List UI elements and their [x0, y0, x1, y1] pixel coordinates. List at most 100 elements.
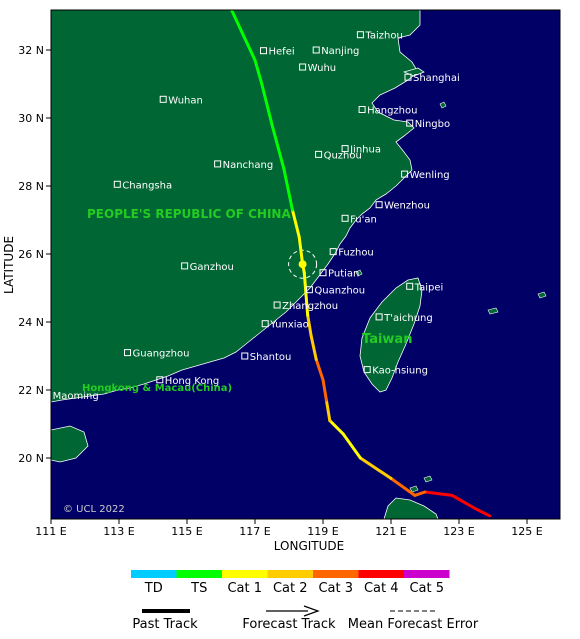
track-segment — [358, 456, 393, 480]
city-label: Quanzhou — [314, 286, 365, 297]
city-marker — [315, 150, 323, 158]
y-tick-label: 24 N — [18, 316, 44, 329]
small-island — [537, 291, 547, 299]
city-label: Hong Kong — [165, 376, 219, 387]
x-tick-label: 121 E — [375, 525, 406, 538]
small-island — [409, 485, 419, 493]
city-marker — [260, 47, 267, 55]
track-segment — [474, 507, 492, 518]
city-marker — [241, 352, 249, 360]
y-tick-label: 20 N — [18, 452, 44, 465]
city-label: Nanchang — [223, 160, 274, 171]
current-position-marker — [298, 260, 307, 269]
city-marker — [214, 160, 222, 168]
city-label: Taizhou — [364, 31, 402, 42]
city-markers: Taizhou Hefei Nanjing Wuhu Shanghai Wuhan Hang… — [51, 31, 460, 402]
x-tick-label: 117 E — [239, 525, 270, 538]
city-label: Maoming — [53, 391, 99, 402]
city-label: Hangzhou — [367, 106, 417, 117]
city-marker — [404, 73, 412, 81]
mean-error-label: Mean Forecast Error — [348, 617, 479, 632]
city-marker — [375, 201, 383, 209]
map-frame — [50, 9, 561, 520]
y-tick-label: 30 N — [18, 112, 44, 125]
city-label: Wenzhou — [384, 201, 430, 212]
track-segment — [389, 476, 417, 497]
city-marker — [51, 391, 52, 399]
track-segment — [309, 334, 318, 361]
track-segment — [328, 419, 345, 436]
track-segment — [450, 493, 478, 511]
legend-swatch — [222, 570, 268, 578]
city-marker — [341, 214, 349, 222]
city-marker — [406, 119, 414, 127]
city-label: Guangzhou — [133, 349, 190, 360]
y-axis-ticks: 32 N 30 N 28 N 26 N 24 N 22 N 20 N — [18, 44, 51, 465]
track-segment — [341, 432, 362, 460]
city-label: Wuhan — [168, 95, 203, 106]
x-tick-label: 123 E — [443, 525, 474, 538]
city-marker — [356, 31, 364, 39]
city-marker — [401, 170, 409, 178]
legend-swatch — [313, 570, 359, 578]
legend-category-label: Cat 1 — [227, 581, 262, 596]
legend-category-label: Cat 3 — [318, 581, 353, 596]
x-tick-label: 111 E — [35, 525, 66, 538]
city-marker — [312, 46, 320, 54]
track-segment — [260, 82, 274, 127]
city-marker — [159, 95, 167, 103]
city-label: Shanghai — [413, 73, 460, 84]
track-segment — [321, 378, 328, 402]
arrow-icon — [303, 605, 320, 617]
city-label: Putian — [328, 269, 359, 280]
city-marker — [363, 366, 371, 374]
track-segment — [297, 235, 305, 266]
track-segment — [282, 167, 294, 212]
x-tick-label: 113 E — [103, 525, 134, 538]
small-island — [423, 475, 433, 483]
city-marker — [124, 349, 131, 357]
legend-swatch — [404, 570, 450, 578]
city-label: Ningbo — [415, 119, 450, 130]
city-label: Kao-hsiung — [372, 366, 428, 377]
x-tick-label: 125 E — [511, 525, 542, 538]
city-marker — [181, 262, 189, 270]
legend-category-label: Cat 4 — [364, 581, 399, 596]
city-label: Zhangzhou — [282, 301, 338, 312]
city-marker — [156, 376, 164, 384]
legend-swatch — [176, 570, 222, 578]
city-marker — [406, 282, 414, 290]
small-island — [487, 307, 499, 315]
city-label: Quzhou — [324, 150, 362, 161]
city-marker — [358, 106, 366, 113]
city-label: Fuzhou — [338, 248, 374, 259]
city-label: Nanjing — [321, 46, 359, 57]
x-tick-label: 115 E — [171, 525, 202, 538]
city-marker — [375, 313, 383, 321]
track-segment — [423, 490, 454, 497]
copyright-label: © UCL 2022 — [63, 504, 125, 515]
city-label: Jinhua — [349, 145, 381, 156]
track-segment — [290, 208, 301, 239]
legend-swatch — [131, 570, 177, 578]
y-tick-label: 26 N — [18, 248, 44, 261]
track-segment — [302, 271, 308, 297]
city-label: Changsha — [122, 180, 172, 191]
legend-swatch — [267, 570, 313, 578]
city-marker — [329, 248, 337, 256]
mainland-landmass — [51, 10, 421, 403]
track-segment — [306, 313, 313, 338]
track-segment — [270, 123, 286, 171]
small-island — [355, 269, 363, 277]
city-label: Ganzhou — [190, 262, 234, 273]
track-segment — [324, 398, 332, 423]
region-label-hk-macau: Hongkong & Macau(China) — [82, 383, 232, 394]
legend-category-label: TS — [190, 581, 207, 596]
country-label-taiwan: Taiwan — [362, 332, 412, 347]
city-label: Wenling — [410, 170, 450, 181]
city-label: Shantou — [250, 352, 292, 363]
city-label: Hefei — [269, 47, 295, 58]
hainan-island — [51, 425, 89, 463]
luzon-island — [383, 497, 439, 519]
